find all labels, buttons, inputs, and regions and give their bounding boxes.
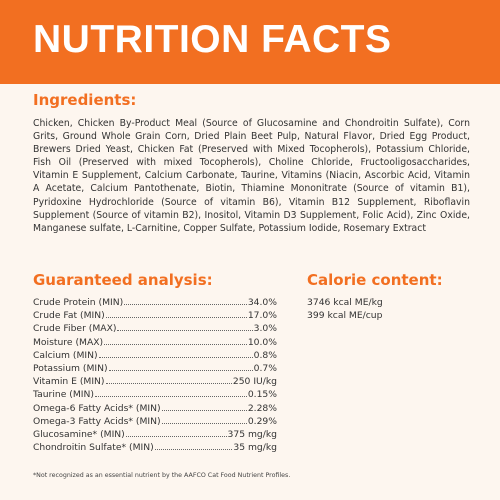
nutrient-value: 250 IU/kg <box>232 376 277 388</box>
calorie-content-heading: Calorie content: <box>307 271 443 289</box>
ingredients-heading: Ingredients: <box>33 91 137 109</box>
analysis-row: Vitamin E (MIN) 250 IU/kg <box>33 375 277 388</box>
analysis-row: Crude Fiber (MAX) 3.0% <box>33 322 277 335</box>
nutrient-name: Potassium (MIN) <box>33 363 108 375</box>
dot-leader <box>154 443 233 451</box>
dot-leader <box>161 404 247 411</box>
nutrient-name: Crude Fiber (MAX) <box>33 323 117 335</box>
analysis-row: Omega-6 Fatty Acids* (MIN) 2.28% <box>33 402 277 415</box>
dot-leader <box>117 324 253 332</box>
header-banner: NUTRITION FACTS <box>0 0 500 84</box>
calorie-line: 3746 kcal ME/kg <box>307 297 383 308</box>
analysis-row: Glucosamine* (MIN) 375 mg/kg <box>33 428 277 441</box>
analysis-row: Calcium (MIN) 0.8% <box>33 349 277 362</box>
page-title: NUTRITION FACTS <box>33 18 392 61</box>
analysis-row: Potassium (MIN) 0.7% <box>33 362 277 375</box>
analysis-row: Taurine (MIN) 0.15% <box>33 388 277 401</box>
nutrient-value: 0.15% <box>247 389 277 401</box>
dot-leader <box>108 364 253 372</box>
calorie-line: 399 kcal ME/cup <box>307 310 383 322</box>
analysis-row: Omega-3 Fatty Acids* (MIN) 0.29% <box>33 415 277 428</box>
nutrient-name: Omega-3 Fatty Acids* (MIN) <box>33 415 161 427</box>
nutrient-name: Glucosamine* (MIN) <box>33 429 125 441</box>
dot-leader <box>104 338 247 345</box>
guaranteed-analysis-heading: Guaranteed analysis: <box>33 271 213 289</box>
analysis-row: Crude Protein (MIN) 34.0% <box>33 296 277 309</box>
nutrient-value: 375 mg/kg <box>227 429 278 441</box>
nutrient-value: 0.29% <box>247 415 277 427</box>
nutrient-value: 10.0% <box>247 336 277 348</box>
dot-leader <box>94 390 247 398</box>
analysis-row: Moisture (MAX) 10.0% <box>33 336 277 349</box>
nutrient-name: Calcium (MIN) <box>33 349 98 361</box>
dot-leader <box>105 311 247 319</box>
nutrient-value: 0.8% <box>253 349 277 361</box>
dot-leader <box>161 417 247 424</box>
dot-leader <box>98 351 253 358</box>
nutrient-name: Crude Fat (MIN) <box>33 310 105 322</box>
nutrient-value: 3.0% <box>253 323 277 335</box>
dot-leader <box>125 430 227 438</box>
nutrient-name: Taurine (MIN) <box>33 389 94 401</box>
calorie-content-list: 3746 kcal ME/kg 399 kcal ME/cup <box>307 296 383 322</box>
analysis-row: Chondroitin Sulfate* (MIN) 35 mg/kg <box>33 441 277 454</box>
nutrient-name: Moisture (MAX) <box>33 336 104 348</box>
nutrient-value: 0.7% <box>253 363 277 375</box>
guaranteed-analysis-list: Crude Protein (MIN) 34.0% Crude Fat (MIN)… <box>33 296 277 454</box>
dot-leader <box>124 298 247 305</box>
nutrient-name: Omega-6 Fatty Acids* (MIN) <box>33 402 161 414</box>
nutrient-name: Crude Protein (MIN) <box>33 297 124 308</box>
dot-leader <box>105 377 232 385</box>
nutrient-value: 17.0% <box>247 310 277 322</box>
nutrient-value: 34.0% <box>247 297 277 308</box>
analysis-row: Crude Fat (MIN) 17.0% <box>33 309 277 322</box>
footnote: *Not recognized as an essential nutrient… <box>33 472 291 479</box>
nutrient-value: 35 mg/kg <box>233 442 277 454</box>
nutrient-name: Vitamin E (MIN) <box>33 376 105 388</box>
ingredients-text: Chicken, Chicken By-Product Meal (Source… <box>33 118 470 234</box>
nutrient-value: 2.28% <box>247 402 277 414</box>
nutrient-name: Chondroitin Sulfate* (MIN) <box>33 442 154 454</box>
